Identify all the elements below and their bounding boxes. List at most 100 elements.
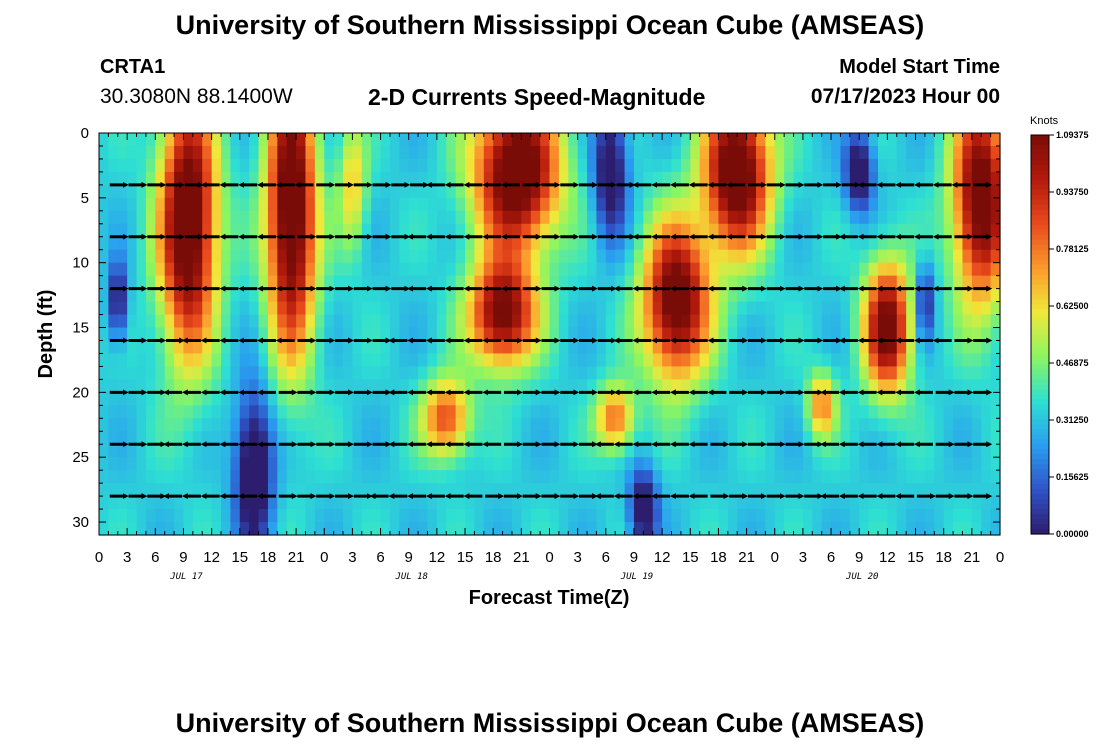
- colorbar-swatch: [1031, 144, 1049, 151]
- heatmap-cell: [145, 223, 156, 238]
- heatmap-cell: [221, 405, 231, 419]
- heatmap-cell: [718, 470, 729, 484]
- heatmap-cell: [727, 197, 738, 212]
- heatmap-cell: [164, 236, 175, 251]
- heatmap-cell: [737, 171, 748, 186]
- heatmap-cell: [540, 405, 551, 419]
- x-tick-label: 18: [935, 549, 952, 566]
- heatmap-cell: [305, 405, 316, 419]
- heatmap-cell: [521, 133, 532, 147]
- heatmap-cell: [183, 197, 194, 212]
- heatmap-cell: [896, 197, 907, 212]
- heatmap-cell: [746, 509, 757, 523]
- heatmap-cell: [211, 405, 222, 419]
- heatmap-cell: [633, 522, 644, 536]
- heatmap-cell: [568, 444, 579, 458]
- heatmap-cell: [540, 249, 551, 264]
- heatmap-cell: [549, 197, 560, 212]
- heatmap-cell: [352, 288, 363, 303]
- heatmap-cell: [183, 509, 194, 523]
- heatmap-cell: [821, 223, 832, 238]
- heatmap-cell: [615, 431, 626, 445]
- heatmap-cell: [953, 275, 964, 290]
- heatmap-cell: [596, 522, 607, 536]
- heatmap-cell: [643, 327, 654, 342]
- heatmap-cell: [680, 522, 691, 536]
- heatmap-cell: [718, 418, 729, 432]
- colorbar-swatch: [1031, 429, 1049, 435]
- heatmap-cell: [587, 379, 598, 393]
- colorbar-swatch: [1031, 174, 1049, 181]
- heatmap-cell: [314, 171, 325, 186]
- heatmap-cell: [296, 145, 307, 160]
- heatmap-cell: [784, 184, 795, 199]
- x-tick-label: 15: [457, 549, 474, 566]
- heatmap-cell: [455, 301, 466, 316]
- heatmap-cell: [624, 301, 635, 316]
- heatmap-cell: [662, 457, 673, 471]
- heatmap-cell: [549, 249, 560, 264]
- heatmap-cell: [540, 444, 551, 458]
- heatmap-cell: [896, 418, 907, 432]
- heatmap-cell: [108, 145, 119, 160]
- heatmap-cell: [399, 275, 410, 290]
- colorbar-swatch: [1031, 384, 1049, 390]
- heatmap-cell: [896, 366, 907, 380]
- heatmap-cell: [971, 522, 982, 536]
- heatmap-cell: [605, 431, 616, 445]
- heatmap-cell: [577, 171, 588, 186]
- heatmap-cell: [652, 249, 663, 264]
- heatmap-cell: [915, 470, 926, 484]
- heatmap-cell: [981, 145, 992, 160]
- heatmap-cell: [117, 210, 128, 225]
- x-tick-label: 3: [348, 549, 356, 566]
- heatmap-cell: [108, 353, 119, 368]
- heatmap-cell: [821, 262, 832, 277]
- heatmap-cell: [465, 509, 476, 523]
- heatmap-cell: [192, 392, 203, 406]
- heatmap-cell: [633, 418, 644, 432]
- heatmap-cell: [502, 509, 513, 523]
- heatmap-cell: [962, 340, 973, 355]
- heatmap-cell: [793, 379, 804, 393]
- heatmap-cell: [540, 379, 551, 393]
- heatmap-cell: [990, 158, 1001, 173]
- heatmap-cell: [840, 288, 851, 303]
- heatmap-cell: [155, 353, 166, 368]
- heatmap-cell: [127, 184, 138, 199]
- heatmap-cell: [718, 496, 729, 510]
- heatmap-cell: [108, 392, 119, 406]
- heatmap-cell: [737, 327, 748, 342]
- heatmap-cell: [746, 522, 757, 536]
- heatmap-cell: [418, 431, 429, 445]
- heatmap-cell: [314, 210, 325, 225]
- heatmap-cell: [511, 483, 522, 497]
- heatmap-cell: [249, 301, 260, 316]
- heatmap-cell: [633, 288, 644, 303]
- heatmap-cell: [802, 509, 813, 523]
- heatmap-cell: [924, 418, 935, 432]
- heatmap-cell: [380, 418, 391, 432]
- heatmap-cell: [296, 197, 307, 212]
- heatmap-cell: [521, 236, 532, 251]
- heatmap-cell: [427, 457, 438, 471]
- heatmap-cell: [558, 301, 569, 316]
- heatmap-cell: [371, 418, 382, 432]
- heatmap-cell: [352, 301, 363, 316]
- heatmap-cell: [587, 470, 598, 484]
- heatmap-cell: [643, 184, 654, 199]
- heatmap-cell: [145, 522, 156, 536]
- heatmap-cell: [530, 133, 541, 147]
- colorbar-swatch: [1031, 344, 1049, 351]
- heatmap-cell: [953, 236, 964, 251]
- heatmap-cell: [821, 509, 832, 523]
- heatmap-cell: [221, 249, 231, 264]
- heatmap-cell: [436, 392, 447, 406]
- heatmap-cell: [831, 236, 842, 251]
- heatmap-cell: [943, 522, 954, 536]
- heatmap-cell: [859, 496, 870, 510]
- heatmap-cell: [145, 275, 156, 290]
- heatmap-cell: [511, 392, 522, 406]
- heatmap-cell: [896, 171, 907, 186]
- heatmap-cell: [333, 366, 344, 380]
